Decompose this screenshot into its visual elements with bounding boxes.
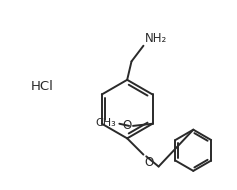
Text: CH₃: CH₃: [95, 118, 116, 128]
Text: O: O: [123, 119, 132, 132]
Text: NH₂: NH₂: [145, 32, 167, 45]
Text: O: O: [145, 156, 154, 169]
Text: HCl: HCl: [31, 80, 54, 93]
